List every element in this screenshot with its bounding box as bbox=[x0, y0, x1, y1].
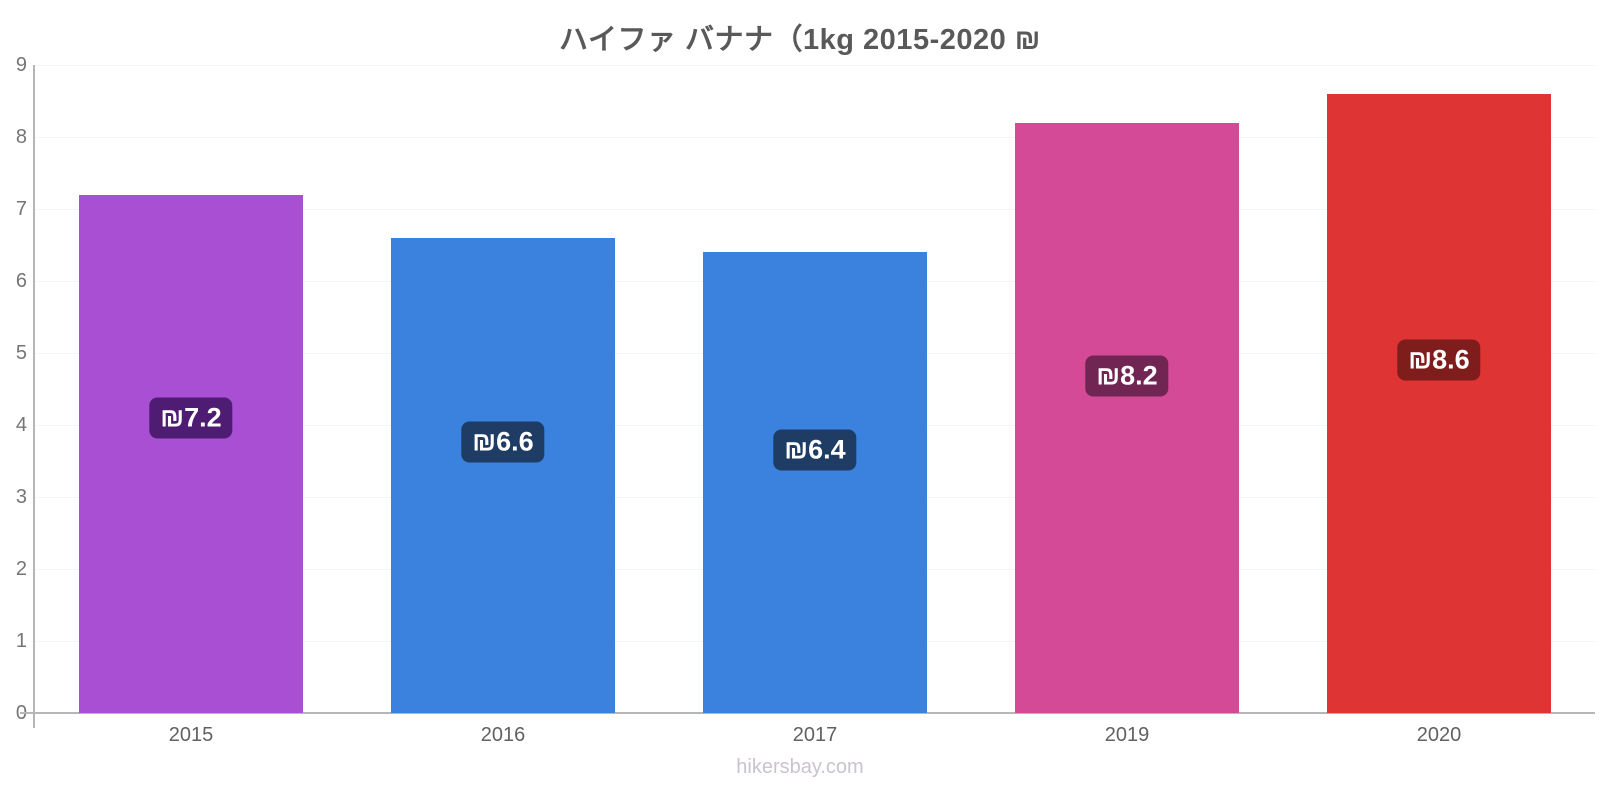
gridline-7 bbox=[33, 209, 1595, 210]
x-axis-tick-label: 2020 bbox=[1416, 724, 1462, 746]
y-axis-tick-label: 6 bbox=[15, 270, 27, 292]
footer-watermark[interactable]: hikersbay.com bbox=[736, 756, 864, 778]
bar-value-badge: ₪7.2 bbox=[149, 397, 233, 438]
y-axis-tick-label: 5 bbox=[15, 342, 27, 364]
chart-title: ハイファ バナナ（1kg 2015-2020 ₪ bbox=[559, 24, 1041, 56]
bar-value-badge: ₪8.2 bbox=[1085, 355, 1169, 397]
bar-value-badge: ₪6.6 bbox=[461, 421, 545, 463]
bar-value-badge: ₪6.4 bbox=[773, 429, 857, 471]
y-axis-line bbox=[33, 65, 35, 728]
y-axis-tick-label: 7 bbox=[15, 198, 27, 220]
y-axis-tick-label: 4 bbox=[15, 414, 27, 436]
y-axis-tick-label: 1 bbox=[15, 630, 27, 652]
gridline-9 bbox=[33, 65, 1595, 66]
bar-2020[interactable] bbox=[1327, 93, 1551, 713]
x-axis-tick-label: 2017 bbox=[792, 724, 838, 746]
bar-2015[interactable] bbox=[79, 194, 303, 713]
bar-2016[interactable] bbox=[391, 237, 615, 713]
bar-2019[interactable] bbox=[1015, 122, 1239, 713]
x-axis-tick-label: 2016 bbox=[480, 724, 526, 746]
y-axis-tick-label: 3 bbox=[15, 486, 27, 508]
x-axis-tick-label: 2019 bbox=[1104, 724, 1150, 746]
x-axis-tick-label: 2015 bbox=[168, 724, 214, 746]
y-axis-tick-label: 8 bbox=[15, 126, 27, 148]
y-axis-tick-label: 2 bbox=[15, 558, 27, 580]
gridline-8 bbox=[33, 137, 1595, 138]
y-axis-tick-label: 9 bbox=[15, 54, 27, 76]
bar-value-badge: ₪8.6 bbox=[1397, 339, 1481, 381]
x-axis-line bbox=[20, 712, 1595, 714]
bar-2017[interactable] bbox=[703, 252, 927, 713]
